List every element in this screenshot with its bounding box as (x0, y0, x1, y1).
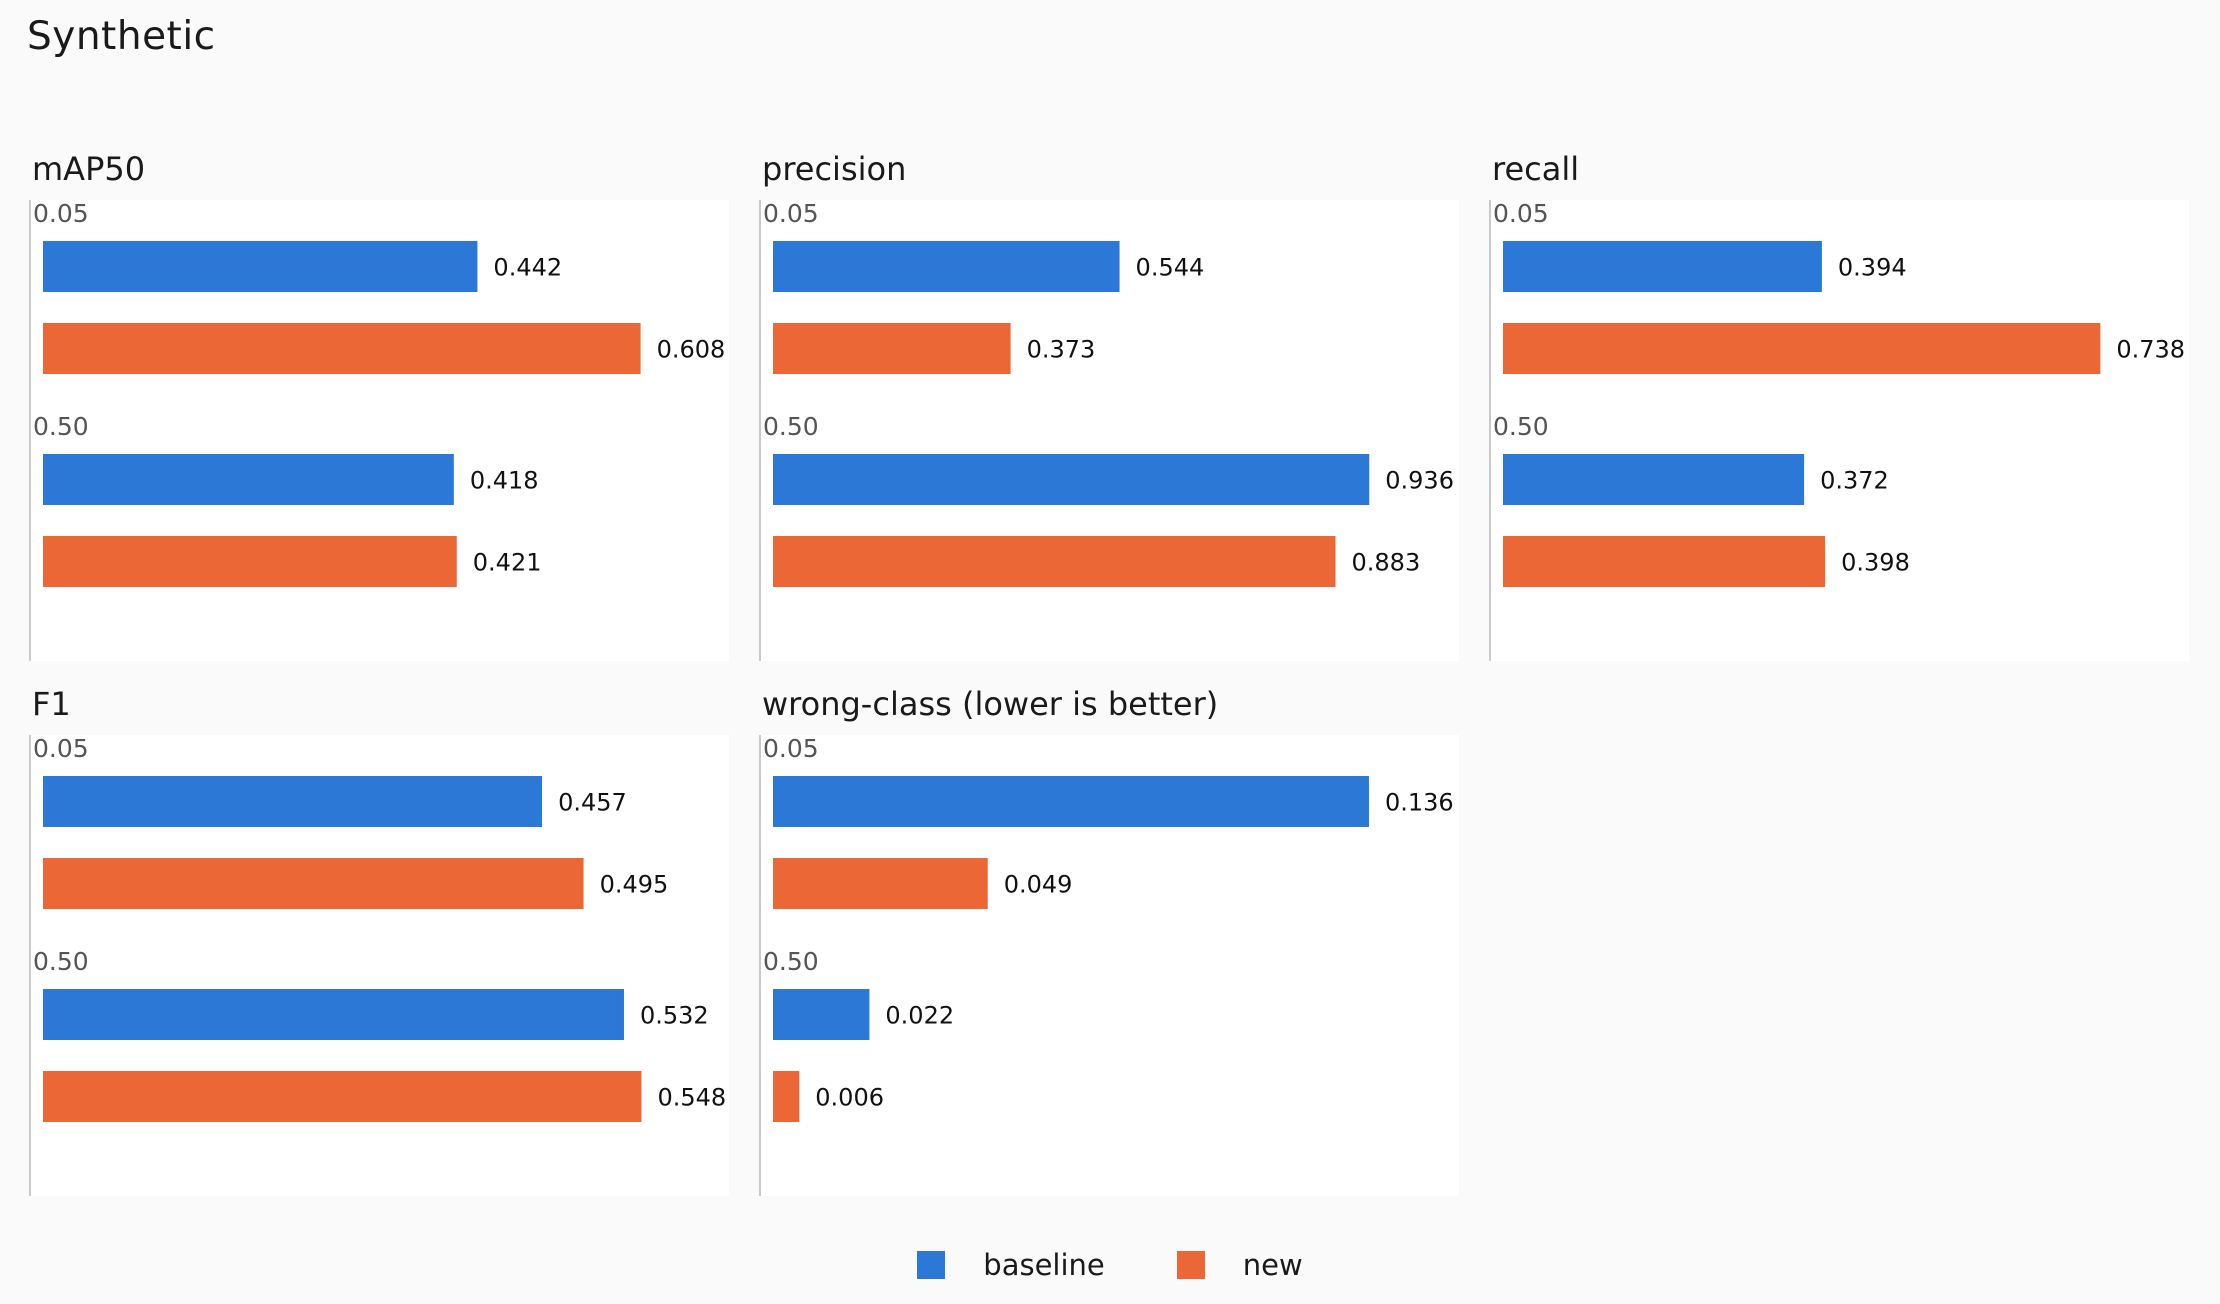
group-label: 0.50 (1493, 412, 1549, 441)
legend-swatch-baseline (917, 1251, 946, 1279)
group-label: 0.05 (33, 734, 89, 763)
plot-area: 0.05 0.394 0.738 0.50 0.372 0.398 (1489, 199, 2189, 661)
group-label: 0.05 (33, 199, 89, 228)
chart-title: mAP50 (32, 150, 146, 188)
group-label: 0.50 (763, 412, 819, 441)
bar-baseline (43, 454, 454, 505)
bar-new (773, 858, 988, 909)
group-label: 0.05 (763, 734, 819, 763)
bar-new (1503, 536, 1826, 587)
legend-item-new: new (1176, 1248, 1303, 1282)
data-label: 0.738 (2116, 336, 2185, 364)
data-label: 0.532 (640, 1002, 709, 1030)
bar-new (43, 323, 641, 374)
data-label: 0.548 (657, 1084, 726, 1112)
bar-baseline (1503, 454, 1805, 505)
data-label: 0.608 (657, 336, 726, 364)
data-label: 0.373 (1027, 336, 1096, 364)
bar-baseline (43, 989, 624, 1040)
group-label: 0.50 (763, 947, 819, 976)
bar-new (773, 1071, 800, 1122)
bar-baseline (773, 454, 1370, 505)
data-label: 0.049 (1004, 871, 1073, 899)
bar-new (43, 858, 584, 909)
data-label: 0.006 (815, 1084, 884, 1112)
chart-title: wrong-class (lower is better) (762, 685, 1219, 723)
data-label: 0.457 (558, 789, 627, 817)
chart-title: precision (762, 150, 907, 188)
data-label: 0.136 (1385, 789, 1454, 817)
bar-new (43, 536, 457, 587)
data-label: 0.495 (600, 871, 669, 899)
bar-new (773, 536, 1336, 587)
bar-new (1503, 323, 2101, 374)
legend-item-baseline: baseline (917, 1248, 1105, 1282)
plot-area: 0.05 0.457 0.495 0.50 0.532 0.548 (29, 734, 729, 1196)
bar-baseline (1503, 241, 1822, 292)
legend-swatch-new (1176, 1251, 1205, 1279)
data-label: 0.418 (470, 467, 539, 495)
bar-chart-svg: 0.05 0.136 0.049 0.50 0.022 0.006 (763, 734, 1454, 1122)
bar-baseline (773, 989, 870, 1040)
chart-title: recall (1492, 150, 1580, 188)
data-label: 0.544 (1136, 254, 1205, 282)
chart-title: F1 (32, 685, 71, 723)
bar-chart-svg: 0.05 0.544 0.373 0.50 0.936 0.883 (763, 199, 1454, 587)
bar-baseline (773, 241, 1120, 292)
data-label: 0.022 (885, 1002, 954, 1030)
group-label: 0.05 (763, 199, 819, 228)
plot-area: 0.05 0.442 0.608 0.50 0.418 0.421 (29, 199, 729, 661)
data-label: 0.372 (1820, 467, 1889, 495)
bar-new (43, 1071, 642, 1122)
bar-new (773, 323, 1011, 374)
bar-baseline (43, 776, 543, 827)
data-label: 0.394 (1838, 254, 1907, 282)
bar-chart-svg: 0.05 0.394 0.738 0.50 0.372 0.398 (1493, 199, 2185, 587)
page-title: Synthetic (27, 14, 216, 59)
plot-area: 0.05 0.136 0.049 0.50 0.022 0.006 (759, 734, 1459, 1196)
data-label: 0.421 (473, 549, 542, 577)
plot-area: 0.05 0.544 0.373 0.50 0.936 0.883 (759, 199, 1459, 661)
bar-baseline (773, 776, 1369, 827)
group-label: 0.05 (1493, 199, 1549, 228)
legend-label: baseline (983, 1248, 1105, 1282)
data-label: 0.936 (1385, 467, 1454, 495)
group-label: 0.50 (33, 412, 89, 441)
bar-chart-svg: 0.05 0.457 0.495 0.50 0.532 0.548 (33, 734, 726, 1122)
group-label: 0.50 (33, 947, 89, 976)
bar-baseline (43, 241, 478, 292)
data-label: 0.442 (493, 254, 562, 282)
legend-label: new (1242, 1248, 1303, 1282)
data-label: 0.883 (1352, 549, 1421, 577)
legend: baseline new (0, 1248, 2220, 1282)
data-label: 0.398 (1841, 549, 1910, 577)
bar-chart-svg: 0.05 0.442 0.608 0.50 0.418 0.421 (33, 199, 726, 587)
